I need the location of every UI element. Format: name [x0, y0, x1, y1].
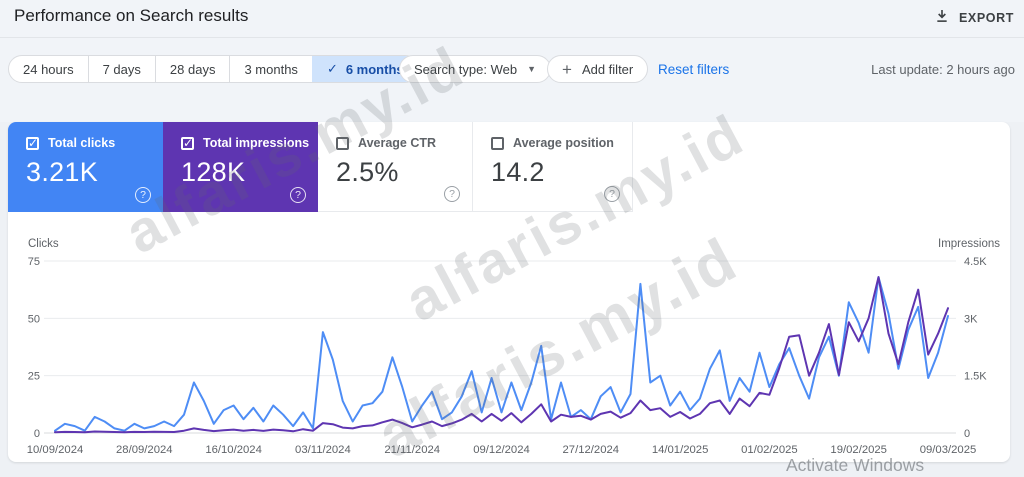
range-label: 28 days	[169, 61, 216, 77]
help-icon[interactable]: ?	[290, 187, 306, 203]
checkbox-average-ctr[interactable]: ✓	[336, 136, 349, 150]
x-tick-label: 09/03/2025	[920, 444, 977, 456]
total-clicks-card[interactable]: ✓ Total clicks 3.21K ?	[8, 122, 163, 212]
range-label: 7 days	[102, 61, 141, 77]
performance-panel: ✓ Total clicks 3.21K ? ✓ Total impressio…	[8, 122, 1010, 462]
export-button[interactable]: EXPORT	[934, 5, 1014, 31]
right-axis-caption: Impressions	[938, 238, 1000, 250]
card-label: Average CTR	[358, 136, 437, 150]
search-type-label: Search type: Web	[414, 61, 518, 77]
average-ctr-card[interactable]: ✓ Average CTR 2.5% ?	[318, 122, 473, 212]
download-icon	[934, 8, 950, 29]
x-tick-label: 19/02/2025	[830, 444, 887, 456]
add-filter-button[interactable]: + Add filter	[547, 55, 649, 83]
average-position-value: 14.2	[491, 157, 545, 187]
y-tick-left: 50	[28, 313, 40, 325]
last-update-text: Last update: 2 hours ago	[871, 62, 1015, 77]
total-clicks-line	[54, 276, 949, 432]
search-type-dropdown[interactable]: Search type: Web ▼	[399, 55, 552, 83]
x-tick-label: 10/09/2024	[27, 444, 84, 456]
y-tick-right: 1.5K	[964, 371, 987, 383]
chevron-down-icon: ▼	[527, 64, 537, 74]
average-position-card[interactable]: ✓ Average position 14.2 ?	[473, 122, 633, 212]
check-icon: ✓	[326, 61, 338, 76]
checkbox-total-clicks[interactable]: ✓	[26, 135, 39, 150]
checkbox-average-position[interactable]: ✓	[491, 136, 504, 150]
help-icon[interactable]: ?	[604, 186, 620, 202]
x-tick-label: 14/01/2025	[652, 444, 709, 456]
performance-chart[interactable]: 75 4.5K 50 3K 25 1.5K 0 0 Clicks Impressions 10/09…	[8, 237, 1010, 462]
range-label: 3 months	[244, 61, 298, 77]
help-icon[interactable]: ?	[444, 186, 460, 202]
plus-icon: +	[562, 59, 572, 79]
total-clicks-value: 3.21K	[26, 157, 99, 187]
page-title: Performance on Search results	[14, 6, 249, 25]
range-label: 24 hours	[23, 61, 74, 77]
check-icon: ✓	[28, 135, 39, 150]
average-ctr-value: 2.5%	[336, 157, 399, 187]
date-range-group: ✓ 24 hours ✓ 7 days ✓ 28 days ✓ 3 months…	[8, 55, 419, 83]
activate-windows-watermark: Activate Windows	[786, 455, 925, 475]
add-filter-label: Add filter	[581, 61, 634, 77]
filter-bar: ✓ 24 hours ✓ 7 days ✓ 28 days ✓ 3 months…	[0, 38, 1024, 122]
y-tick-right: 4.5K	[964, 256, 987, 268]
help-icon[interactable]: ?	[135, 187, 151, 203]
x-tick-label: 28/09/2024	[116, 444, 173, 456]
x-tick-label: 16/10/2024	[205, 444, 262, 456]
left-axis-caption: Clicks	[28, 238, 59, 250]
y-tick-left: 25	[28, 371, 40, 383]
x-tick-label: 03/11/2024	[295, 444, 351, 456]
header-bar: Performance on Search results EXPORT	[0, 0, 1024, 38]
total-impressions-card[interactable]: ✓ Total impressions 128K ?	[163, 122, 318, 212]
x-tick-label: 09/12/2024	[473, 444, 530, 456]
range-label: 6 months	[345, 61, 404, 77]
range-24-hours[interactable]: ✓ 24 hours	[9, 56, 88, 82]
y-tick-left: 75	[28, 256, 40, 268]
checkbox-total-impressions[interactable]: ✓	[181, 135, 194, 150]
total-impressions-value: 128K	[181, 157, 246, 187]
chart-canvas[interactable]: 75 4.5K 50 3K 25 1.5K 0 0 Clicks Impressions 10/09…	[8, 237, 1010, 462]
x-tick-label: 27/12/2024	[563, 444, 620, 456]
x-tick-label: 01/02/2025	[741, 444, 798, 456]
check-icon: ✓	[183, 135, 194, 150]
export-label: EXPORT	[959, 11, 1014, 25]
total-impressions-line	[54, 276, 949, 434]
x-tick-label: 21/11/2024	[384, 444, 440, 456]
metric-cards-row: ✓ Total clicks 3.21K ? ✓ Total impressio…	[8, 122, 633, 212]
y-tick-left: 0	[34, 428, 40, 440]
range-3-months[interactable]: ✓ 3 months	[229, 56, 311, 82]
range-28-days[interactable]: ✓ 28 days	[154, 56, 230, 82]
y-tick-right: 3K	[964, 313, 978, 325]
card-label: Average position	[513, 136, 614, 150]
card-label: Total clicks	[48, 136, 116, 150]
range-7-days[interactable]: ✓ 7 days	[87, 56, 155, 82]
y-tick-right: 0	[964, 428, 970, 440]
reset-filters-link[interactable]: Reset filters	[658, 62, 730, 77]
card-label: Total impressions	[203, 136, 310, 150]
